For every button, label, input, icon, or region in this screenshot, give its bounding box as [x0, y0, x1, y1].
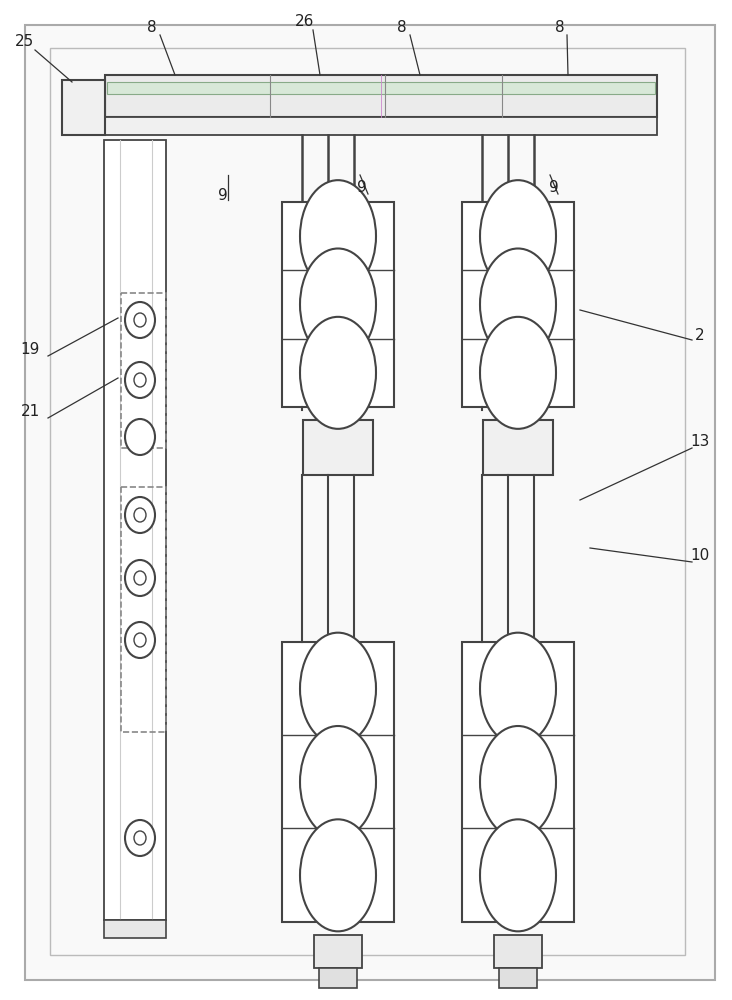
Text: 21: 21 — [20, 404, 40, 420]
Ellipse shape — [125, 622, 155, 658]
Ellipse shape — [134, 508, 146, 522]
Text: 8: 8 — [555, 20, 565, 35]
Ellipse shape — [125, 362, 155, 398]
Bar — [282, 642, 394, 922]
Bar — [121, 487, 166, 732]
Ellipse shape — [480, 726, 556, 838]
Ellipse shape — [300, 317, 376, 429]
Ellipse shape — [134, 831, 146, 845]
Bar — [462, 642, 574, 922]
Bar — [105, 75, 657, 117]
Ellipse shape — [480, 248, 556, 360]
Text: 26: 26 — [295, 14, 315, 29]
Text: 8: 8 — [147, 20, 157, 35]
Ellipse shape — [300, 180, 376, 292]
Ellipse shape — [134, 373, 146, 387]
Ellipse shape — [125, 497, 155, 533]
Text: 2: 2 — [695, 328, 705, 342]
Ellipse shape — [300, 248, 376, 360]
Bar — [303, 420, 373, 475]
Ellipse shape — [134, 313, 146, 327]
Bar — [50, 48, 685, 955]
Text: 19: 19 — [20, 342, 40, 358]
Text: 9: 9 — [549, 180, 559, 196]
Ellipse shape — [480, 819, 556, 931]
Text: 10: 10 — [690, 548, 709, 564]
Text: 9: 9 — [357, 180, 367, 196]
Bar — [319, 968, 357, 988]
Bar — [483, 420, 553, 475]
Bar — [314, 935, 362, 968]
Bar — [105, 117, 657, 135]
Bar — [499, 968, 537, 988]
Ellipse shape — [300, 726, 376, 838]
Bar — [121, 293, 166, 448]
Bar — [494, 935, 542, 968]
Text: 8: 8 — [397, 20, 407, 35]
Bar — [104, 920, 166, 938]
Ellipse shape — [125, 302, 155, 338]
Ellipse shape — [125, 820, 155, 856]
Text: 13: 13 — [690, 434, 710, 450]
Text: 25: 25 — [15, 34, 34, 49]
Ellipse shape — [480, 633, 556, 745]
Ellipse shape — [125, 560, 155, 596]
Ellipse shape — [480, 180, 556, 292]
Text: 9: 9 — [218, 188, 228, 202]
Bar — [282, 202, 394, 407]
Ellipse shape — [300, 633, 376, 745]
Ellipse shape — [480, 317, 556, 429]
Bar — [104, 140, 166, 920]
Ellipse shape — [125, 419, 155, 455]
Ellipse shape — [300, 819, 376, 931]
Bar — [107, 82, 655, 94]
Bar — [462, 202, 574, 407]
Bar — [62, 80, 105, 135]
Ellipse shape — [134, 633, 146, 647]
Ellipse shape — [134, 571, 146, 585]
